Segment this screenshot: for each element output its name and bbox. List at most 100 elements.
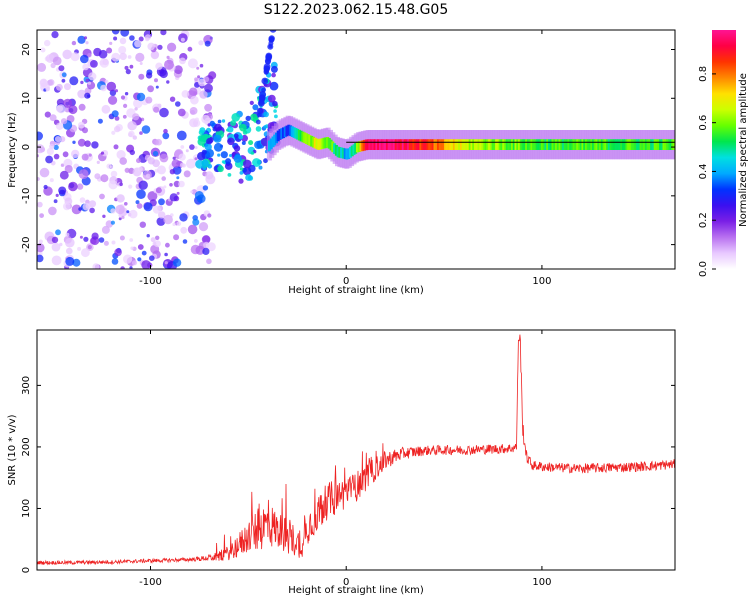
ridge-cell [546,139,550,150]
noise-blob [84,140,91,147]
noise-blob [132,135,137,140]
noise-blob [58,65,65,72]
ridge-cell [391,139,395,150]
ridge-cell [442,139,446,150]
noise-blob [257,112,262,118]
noise-blob [230,120,237,127]
ridge-cell [636,139,640,150]
noise-blob [100,151,105,155]
ridge-cell [451,139,455,150]
noise-blob [145,37,150,42]
noise-blob [124,65,129,70]
noise-blob [145,72,153,79]
noise-blob [180,162,185,168]
noise-blob [83,236,89,242]
noise-blob [187,58,198,69]
noise-blob [164,59,174,70]
ridge-cell [345,148,349,160]
noise-blob [163,128,168,134]
ridge-cell [387,139,391,150]
noise-blob [56,104,66,114]
noise-blob [176,176,180,180]
snr-x-axis-label: Height of straight line (km) [288,585,424,596]
noise-blob [224,162,233,170]
ridge-cell [363,139,366,151]
noise-blob [221,160,225,164]
ridge-cell [526,139,530,150]
noise-blob [145,96,153,104]
noise-blob [265,52,273,60]
noise-blob [263,78,267,82]
x-tick-label: 100 [532,577,551,588]
noise-blob [56,98,65,107]
noise-blob [258,165,263,170]
noise-blob [268,40,274,46]
noise-blob [111,52,121,62]
ridge-cell [549,139,553,150]
noise-blob [194,77,198,82]
noise-blob [159,69,168,79]
noise-blob [136,92,146,102]
noise-blob [163,214,173,225]
ridge-cell [461,139,465,150]
ridge-cell [530,139,534,150]
noise-blob [145,173,151,179]
noise-blob [44,39,51,47]
noise-blob [53,144,59,150]
x-tick-label: 0 [343,577,349,588]
noise-blob [51,30,59,39]
noise-blob [245,174,253,181]
noise-blob [119,52,127,61]
ridge-cell [349,147,352,158]
ridge-cell [653,139,657,150]
noise-blob [204,143,212,151]
noise-blob [273,109,277,113]
ridge-cell [285,125,289,137]
noise-blob [179,213,188,222]
ridge-cell [533,139,537,150]
noise-blob [114,89,118,93]
ridge-cell [347,148,351,159]
noise-blob [63,98,73,108]
ridge-cell [585,139,588,150]
noise-blob [194,146,198,149]
noise-blob [263,111,269,118]
noise-blob [136,158,141,164]
noise-blob [156,217,166,226]
noise-blob [135,52,145,63]
noise-blob [166,80,170,84]
noise-blob [238,134,244,140]
ridge-cell [417,139,421,150]
ridge-cell [646,139,650,150]
noise-blob [152,150,159,157]
ridge-cell [273,134,277,146]
noise-blob [239,171,244,175]
ridge-cell [389,139,393,150]
x-tick-label: -100 [139,577,162,588]
ridge-cell [525,139,529,150]
ridge-cell [361,140,365,152]
ridge-cell [484,139,488,150]
ridge-cell [569,139,573,150]
noise-blob [109,165,114,169]
ridge-cell [382,139,386,150]
ridge-cell [380,139,384,150]
noise-blob [77,246,82,251]
ridge-cell [493,139,497,150]
ridge-cell [609,139,613,150]
ridge-cell [421,139,425,150]
ridge-cell [643,139,647,150]
ridge-cell [452,139,456,150]
noise-blob [64,83,71,91]
noise-blob [192,218,200,226]
colorbar-tick-label: 0.0 [698,261,709,277]
noise-blob [97,118,103,124]
ridge-cell [565,139,569,150]
ridge-cell [614,139,618,150]
ridge-cell [407,139,411,150]
ridge-cell [592,139,595,150]
noise-blob [206,242,216,252]
noise-blob [271,72,276,78]
noise-blob [159,153,169,163]
ridge-cell [341,147,345,159]
